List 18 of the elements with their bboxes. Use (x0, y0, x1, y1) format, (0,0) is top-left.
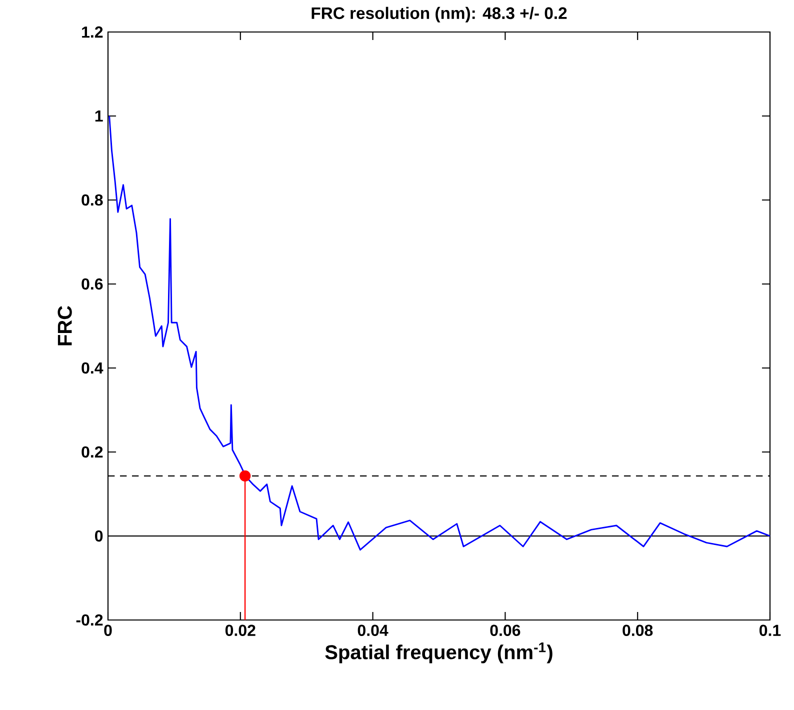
x-tick-label: 0.02 (225, 624, 256, 636)
y-tick-label: 0 (95, 530, 103, 542)
chart-title: FRC resolution (nm): 48.3 +/- 0.2 (312, 6, 567, 22)
y-axis-title: FRC (58, 306, 72, 346)
y-tick-label: -0.2 (76, 614, 103, 626)
x-tick-label: 0.04 (358, 624, 388, 636)
y-tick-label: 0.4 (82, 362, 104, 374)
x-tick-label: 0.08 (622, 624, 653, 636)
x-axis-title: Spatial frequency (nm$^{-1}$) (325, 642, 552, 664)
x-tick-label: 0 (104, 624, 112, 636)
y-tick-label: 1 (95, 110, 103, 122)
y-tick-label: 0.8 (82, 194, 103, 206)
y-tick-label: 0.6 (82, 278, 103, 290)
y-tick-label: 1.2 (82, 26, 103, 38)
y-tick-label: 0.2 (82, 446, 103, 458)
x-tick-label: 0.1 (760, 624, 781, 636)
line-series (108, 115, 770, 551)
x-tick-label: 0.06 (490, 624, 520, 636)
